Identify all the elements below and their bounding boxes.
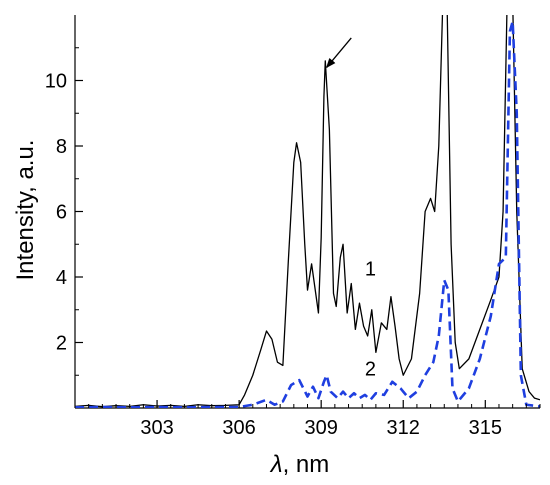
labels-layer: 303 306 309 312 315 2 4 6 8 10 [45, 71, 502, 440]
y-axis-label: Intensity, a.u. [12, 140, 39, 281]
x-tick-label: 315 [469, 417, 502, 439]
y-tick-label: 4 [56, 267, 67, 289]
y-tick-label: 8 [56, 136, 67, 158]
series-2-line [75, 20, 540, 408]
y-tick-label: 2 [56, 333, 67, 355]
y-tick-label: 6 [56, 202, 67, 224]
curve-label: 1 [365, 258, 376, 280]
x-axis-symbol: λ [269, 451, 283, 478]
x-tick-label: 306 [222, 417, 255, 439]
x-axis-unit: , nm [283, 451, 330, 478]
peak-arrow [326, 37, 352, 69]
series-1-line [75, 15, 540, 408]
ticks-layer [74, 47, 541, 408]
x-axis-label: λ, nm [269, 451, 330, 478]
x-tick-label: 303 [140, 417, 173, 439]
series-layer [75, 15, 540, 408]
y-tick-label: 10 [45, 71, 67, 93]
plot-area [74, 15, 540, 409]
x-tick-label: 312 [387, 417, 420, 439]
curve-label: 2 [365, 358, 376, 380]
annotation-layer: 12 [326, 37, 376, 380]
x-tick-label: 309 [304, 417, 337, 439]
